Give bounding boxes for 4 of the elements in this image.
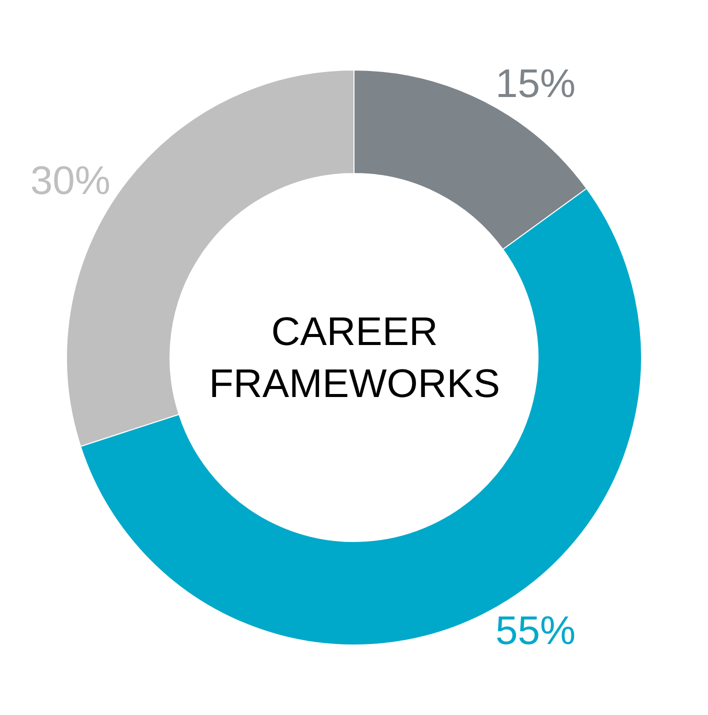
text: CAREER FRAMEWORKS bbox=[209, 310, 500, 406]
data-label: 30% bbox=[30, 158, 110, 203]
data-label: 55% bbox=[496, 609, 576, 654]
data-label: 15% bbox=[496, 62, 576, 106]
